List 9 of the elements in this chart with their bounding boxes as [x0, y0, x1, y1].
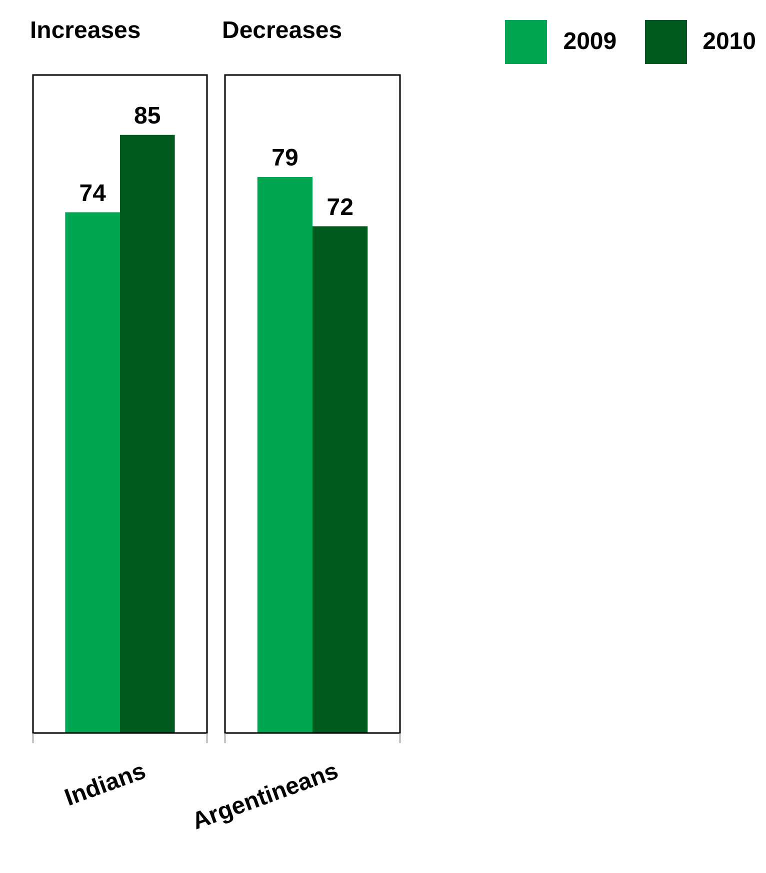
data-label: 74 — [79, 180, 107, 207]
data-label: 85 — [134, 102, 161, 130]
data-label: 79 — [272, 144, 298, 172]
x-tick-label: Indians — [61, 757, 150, 812]
chart-title: Decreases — [222, 17, 342, 44]
legend-label: 2010 — [702, 28, 756, 56]
data-label: 72 — [326, 194, 354, 221]
chart-title: Increases — [30, 17, 141, 44]
legend-label: 2009 — [563, 28, 617, 56]
